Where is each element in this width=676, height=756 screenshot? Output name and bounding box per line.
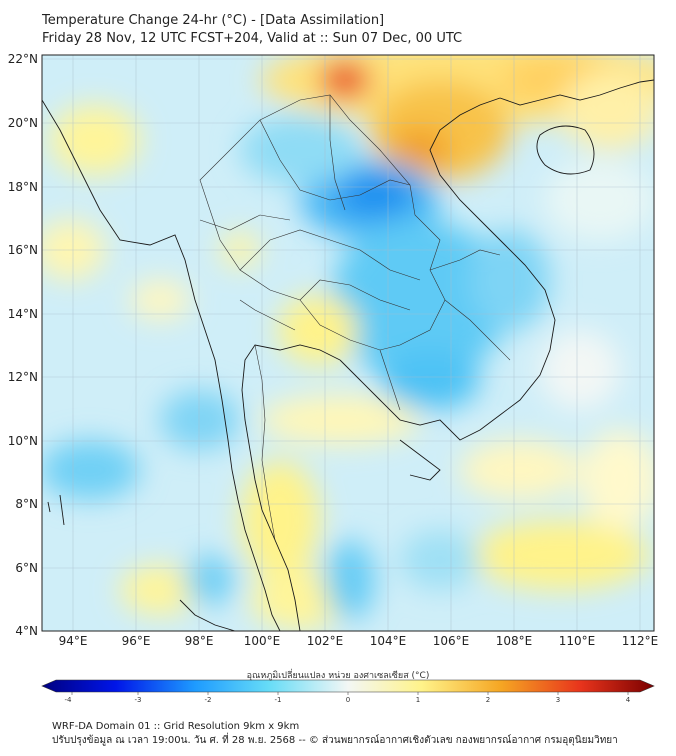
colorbar: -4 -3 -2 -1 0 1 2 3 4 bbox=[41, 679, 655, 704]
lon-label: 112°E bbox=[622, 634, 659, 648]
coastlines bbox=[42, 79, 654, 631]
lon-label: 94°E bbox=[59, 634, 88, 648]
footer-line-2: ปรับปรุงข้อมูล ณ เวลา 19:00น. วัน ศ. ที่… bbox=[52, 735, 618, 746]
lat-label: 22°N bbox=[8, 52, 38, 66]
colorbar-tick: -3 bbox=[135, 696, 142, 704]
lat-label: 8°N bbox=[15, 497, 38, 511]
colorbar-tick: 1 bbox=[416, 696, 420, 704]
title-line-1: Temperature Change 24-hr (°C) - [Data As… bbox=[42, 13, 385, 28]
colorbar-tick: -4 bbox=[65, 696, 73, 704]
lon-label: 98°E bbox=[185, 634, 214, 648]
latitude-axis: 22°N 20°N 18°N 16°N 14°N 12°N 10°N 8°N 6… bbox=[8, 52, 38, 638]
chart-title: Temperature Change 24-hr (°C) - [Data As… bbox=[42, 12, 462, 48]
longitude-axis: 94°E 96°E 98°E 100°E 102°E 104°E 106°E 1… bbox=[59, 634, 659, 648]
title-line-2: Friday 28 Nov, 12 UTC FCST+204, Valid at… bbox=[42, 31, 463, 46]
colorbar-title: อุณหภูมิเปลี่ยนแปลง หน่วย องศาเซลเซียส (… bbox=[246, 671, 430, 681]
lat-label: 4°N bbox=[15, 624, 38, 638]
colorbar-tick: 2 bbox=[486, 696, 490, 704]
map-frame bbox=[41, 54, 655, 632]
lon-label: 100°E bbox=[244, 634, 281, 648]
lat-label: 16°N bbox=[8, 243, 38, 257]
colorbar-tick: -2 bbox=[205, 696, 212, 704]
lat-label: 12°N bbox=[8, 370, 38, 384]
lon-label: 96°E bbox=[122, 634, 151, 648]
lon-label: 104°E bbox=[370, 634, 407, 648]
footer: WRF-DA Domain 01 :: Grid Resolution 9km … bbox=[52, 720, 618, 748]
lon-label: 102°E bbox=[307, 634, 344, 648]
lon-label: 108°E bbox=[496, 634, 533, 648]
colorbar-tick: 0 bbox=[346, 696, 350, 704]
graticule bbox=[42, 55, 654, 631]
lon-label: 110°E bbox=[559, 634, 596, 648]
footer-line-1: WRF-DA Domain 01 :: Grid Resolution 9km … bbox=[52, 721, 300, 732]
colorbar-tick: 3 bbox=[556, 696, 560, 704]
colorbar-tick: -1 bbox=[275, 696, 282, 704]
colorbar-bar bbox=[41, 679, 655, 693]
lat-label: 18°N bbox=[8, 180, 38, 194]
lat-label: 14°N bbox=[8, 307, 38, 321]
admin-borders bbox=[199, 94, 511, 541]
lat-label: 6°N bbox=[15, 561, 38, 575]
lat-label: 10°N bbox=[8, 434, 38, 448]
lat-label: 20°N bbox=[8, 116, 38, 130]
temperature-field bbox=[42, 55, 654, 631]
colorbar-tick: 4 bbox=[626, 696, 631, 704]
lon-label: 106°E bbox=[433, 634, 470, 648]
